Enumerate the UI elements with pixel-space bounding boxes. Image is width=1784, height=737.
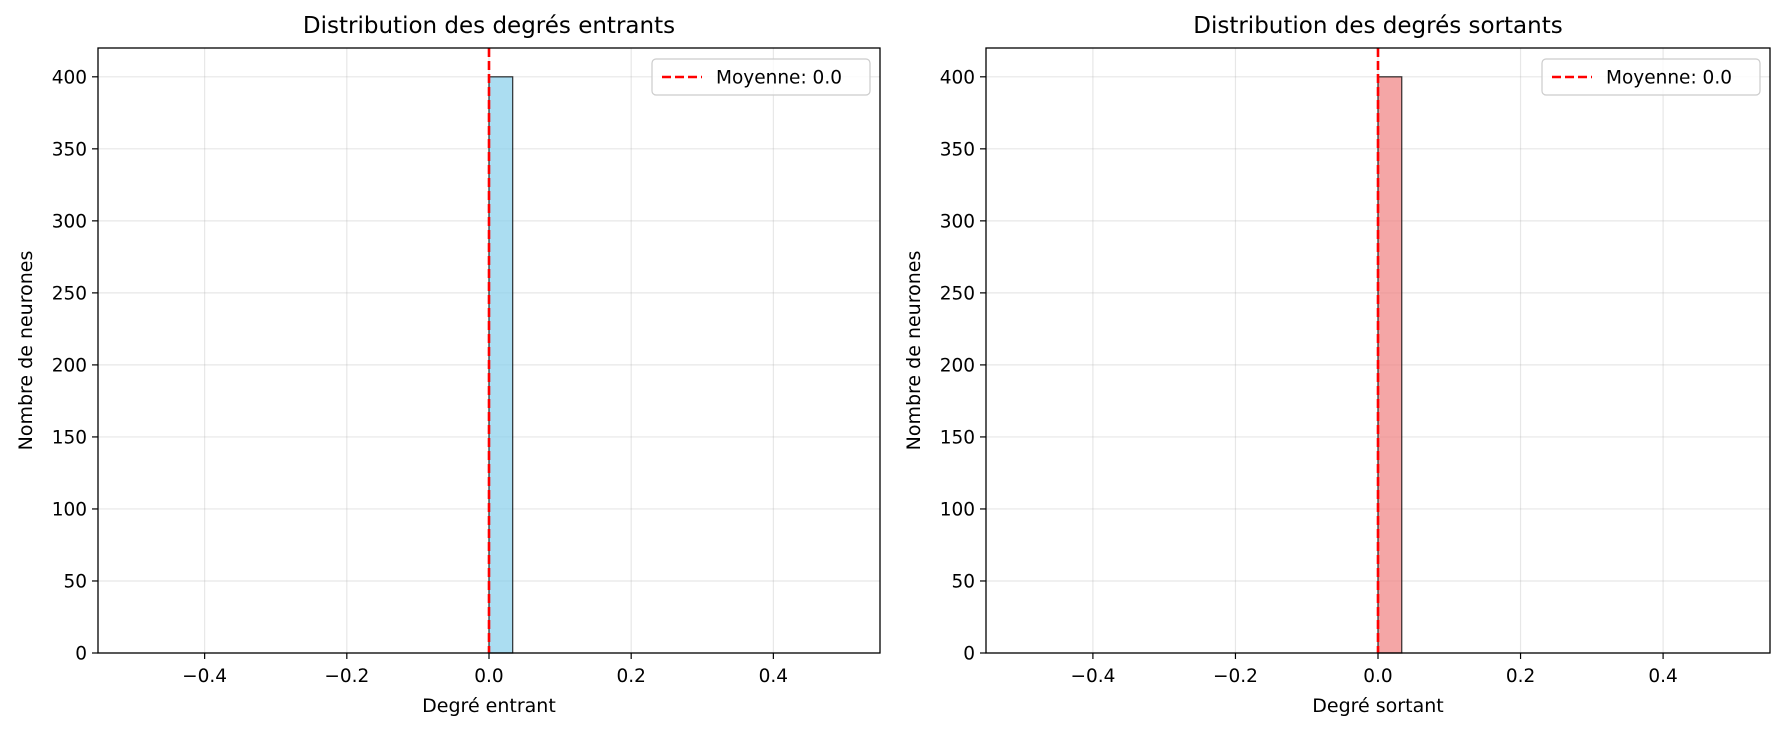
chart-2-x-tick-label: −0.2: [1213, 666, 1258, 687]
chart-1-y-tick-label: 100: [52, 499, 87, 520]
chart-1-y-tick-label: 200: [52, 355, 87, 376]
chart-1-y-tick-label: 50: [63, 571, 87, 592]
chart-2-panel: −0.4 −0.2 0.0 0.2 0.4 0 50 100 150 200 250 300 350 40…: [903, 13, 1771, 717]
chart-2-y-axis-label: Nombre de neurones: [903, 251, 925, 451]
chart-2-y-tick-label: 250: [940, 283, 975, 304]
chart-2-y-tick-label: 400: [940, 67, 975, 88]
chart-2-y-tick-label: 50: [951, 571, 975, 592]
chart-2-legend-label: Moyenne: 0.0: [1606, 68, 1732, 89]
chart-2-x-axis-label: Degré sortant: [1312, 695, 1443, 717]
chart-2-legend-box: [1541, 58, 1761, 96]
chart-2-y-tick-label: 150: [940, 427, 975, 448]
chart-1-y-tick-label: 350: [52, 139, 87, 160]
chart-2-title: Distribution des degrés sortants: [1193, 13, 1562, 39]
chart-1-y-tick-label: 0: [75, 644, 87, 665]
chart-2-x-tick-label: −0.4: [1070, 666, 1115, 687]
chart-2-x-tick-label: 0.2: [1506, 666, 1535, 687]
chart-1-legend-label: Moyenne: 0.0: [716, 68, 842, 89]
chart-1-legend: Moyenne: 0.0: [651, 58, 871, 96]
chart-2-y-tick-label: 200: [940, 355, 975, 376]
chart-1-x-tick-label: 0.2: [616, 666, 645, 687]
chart-1-x-tick-label: 0.4: [759, 666, 788, 687]
chart-1-x-tick-label: 0.0: [474, 666, 503, 687]
chart-1-x-tick-label: −0.2: [324, 666, 369, 687]
chart-1-histogram-bar: [488, 76, 514, 654]
chart-2-y-tick-label: 350: [940, 139, 975, 160]
chart-1-legend-box: [651, 58, 871, 96]
chart-2-legend: Moyenne: 0.0: [1541, 58, 1761, 96]
chart-2-histogram-bar: [1377, 76, 1403, 654]
chart-1-panel: −0.4 −0.2 0.0 0.2 0.4 0 50 100 150 200 250 300 350 40…: [15, 13, 881, 717]
chart-1-y-axis-label: Nombre de neurones: [15, 251, 37, 451]
chart-1-y-tick-label: 250: [52, 283, 87, 304]
chart-1-y-tick-label: 300: [52, 211, 87, 232]
chart-2-y-tick-label: 0: [963, 644, 975, 665]
chart-1-y-tick-label: 400: [52, 67, 87, 88]
chart-1-y-tick-label: 150: [52, 427, 87, 448]
chart-1-title: Distribution des degrés entrants: [303, 13, 675, 39]
chart-2-y-tick-label: 100: [940, 499, 975, 520]
chart-2-x-tick-label: 0.4: [1648, 666, 1677, 687]
chart-1-x-tick-label: −0.4: [182, 666, 227, 687]
chart-2-y-tick-label: 300: [940, 211, 975, 232]
chart-2-x-tick-label: 0.0: [1363, 666, 1392, 687]
chart-1-x-axis-label: Degré entrant: [422, 695, 556, 717]
